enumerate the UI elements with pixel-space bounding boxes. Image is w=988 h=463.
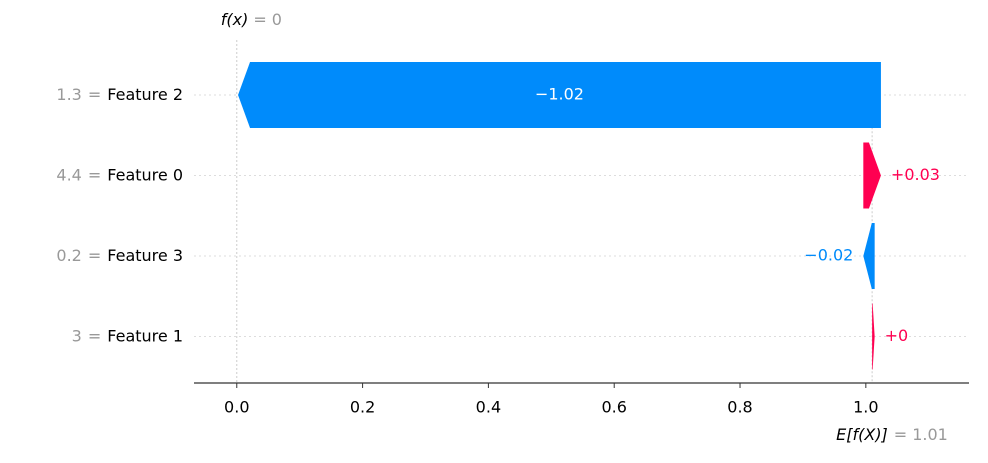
feature-value: 1.3 (56, 85, 81, 104)
value-label: +0.03 (891, 165, 940, 184)
base-label: E[f(X)] (836, 425, 888, 444)
bar (863, 223, 875, 289)
row-label: 4.4 = Feature 0 (56, 165, 183, 184)
separator: = (88, 165, 101, 184)
value-label: −0.02 (804, 246, 853, 265)
fx-label: f(x) (221, 10, 249, 29)
feature-value: 4.4 (56, 165, 81, 184)
bar (238, 62, 881, 128)
x-tick-label: 0.0 (224, 398, 249, 417)
separator: = (894, 425, 907, 444)
feature-name: Feature 1 (107, 326, 183, 345)
bar (872, 303, 875, 370)
feature-value: 3 (72, 326, 82, 345)
bar (863, 142, 881, 209)
feature-value: 0.2 (56, 246, 81, 265)
x-tick-label: 0.6 (601, 398, 626, 417)
fx-value: 0 (272, 10, 282, 29)
separator: = (88, 326, 101, 345)
feature-name: Feature 2 (107, 85, 183, 104)
feature-name: Feature 3 (107, 246, 183, 265)
x-tick-label: 0.8 (727, 398, 752, 417)
x-tick-label: 0.2 (350, 398, 375, 417)
fx-text: f(x) = 0 (221, 10, 282, 29)
x-tick-label: 0.4 (476, 398, 501, 417)
separator: = (88, 246, 101, 265)
feature-name: Feature 0 (107, 165, 183, 184)
row-label: 1.3 = Feature 2 (56, 85, 183, 104)
base-text: E[f(X)] = 1.01 (836, 425, 948, 444)
row-label: 0.2 = Feature 3 (56, 246, 183, 265)
value-label: +0 (885, 326, 909, 345)
x-tick-label: 1.0 (853, 398, 878, 417)
row-label: 3 = Feature 1 (72, 326, 183, 345)
separator: = (88, 85, 101, 104)
base-value: 1.01 (912, 425, 948, 444)
separator: = (253, 10, 266, 29)
value-label: −1.02 (535, 85, 584, 104)
